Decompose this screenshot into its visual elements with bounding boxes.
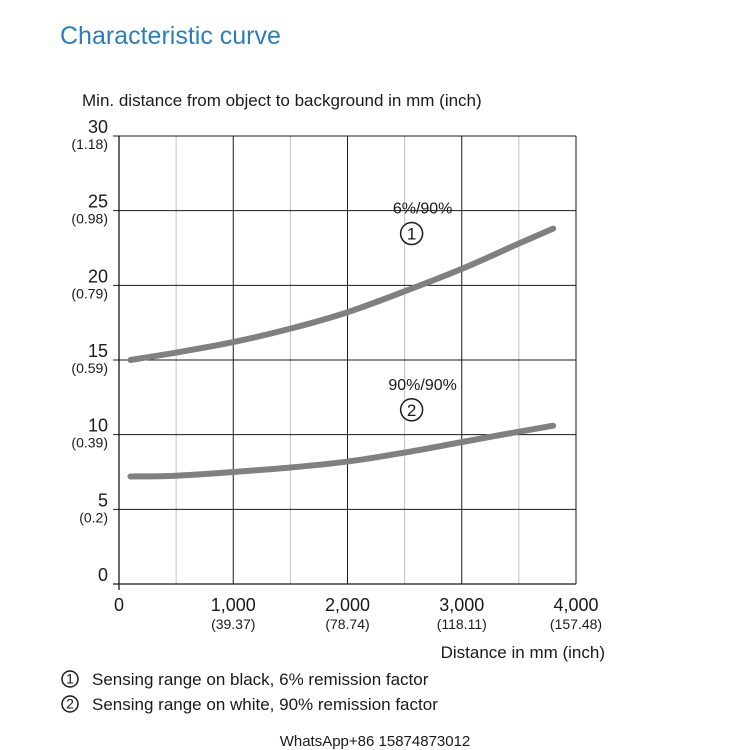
legend-text: Sensing range on black, 6% remission fac…	[92, 670, 429, 689]
tick-labels: 05(0.2)10(0.39)15(0.59)20(0.79)25(0.98)3…	[71, 117, 602, 632]
curve-marker-number: 1	[407, 225, 416, 244]
curve-annotations: 6%/90% 1 90%/90% 2	[388, 201, 457, 422]
curve-marker-circle	[399, 398, 424, 422]
y-tick-sublabel: (0.79)	[71, 285, 108, 301]
curve-name-label: 90%/90%	[388, 377, 457, 394]
grid	[113, 135, 577, 590]
y-axis-label: Min. distance from object to background …	[82, 91, 482, 110]
series-line-1	[127, 225, 557, 363]
y-tick-label: 30	[88, 117, 108, 137]
legend: 1 Sensing range on black, 6% remission fa…	[61, 670, 438, 714]
series-line-2	[127, 422, 557, 480]
curve-marker-circle	[399, 221, 424, 246]
chart-title: Characteristic curve	[60, 22, 281, 50]
x-tick-label: 0	[114, 595, 124, 615]
y-tick-label: 10	[88, 416, 108, 436]
x-tick-label: 2,000	[325, 595, 370, 615]
y-tick-label: 5	[98, 490, 108, 510]
legend-marker-circle	[61, 670, 79, 688]
x-tick-sublabel: (78.74)	[325, 616, 369, 632]
legend-marker-number: 1	[66, 671, 74, 687]
x-tick-sublabel: (118.11)	[437, 616, 487, 632]
series-lines	[127, 225, 557, 480]
y-tick-label: 20	[88, 266, 108, 286]
y-tick-sublabel: (0.39)	[71, 435, 108, 451]
y-tick-label: 15	[88, 341, 108, 361]
curve-name-label: 6%/90%	[393, 201, 453, 218]
y-tick-sublabel: (1.18)	[71, 136, 108, 152]
x-tick-label: 1,000	[211, 595, 256, 615]
x-axis-label: Distance in mm (inch)	[441, 643, 605, 662]
y-tick-label: 25	[88, 192, 108, 212]
y-tick-sublabel: (0.2)	[79, 509, 108, 525]
curve-marker-number: 2	[407, 401, 416, 420]
legend-marker-circle	[61, 695, 79, 713]
legend-marker-number: 2	[66, 696, 74, 712]
y-tick-label: 0	[98, 565, 108, 585]
x-tick-sublabel: (157.48)	[550, 616, 602, 632]
x-tick-sublabel: (39.37)	[211, 616, 255, 632]
footer-contact: WhatsApp+86 15874873012	[280, 733, 471, 750]
x-tick-label: 3,000	[439, 595, 484, 615]
x-tick-label: 4,000	[553, 595, 598, 615]
y-tick-sublabel: (0.59)	[71, 360, 108, 376]
y-tick-sublabel: (0.98)	[71, 211, 108, 227]
legend-text: Sensing range on white, 90% remission fa…	[92, 695, 438, 714]
